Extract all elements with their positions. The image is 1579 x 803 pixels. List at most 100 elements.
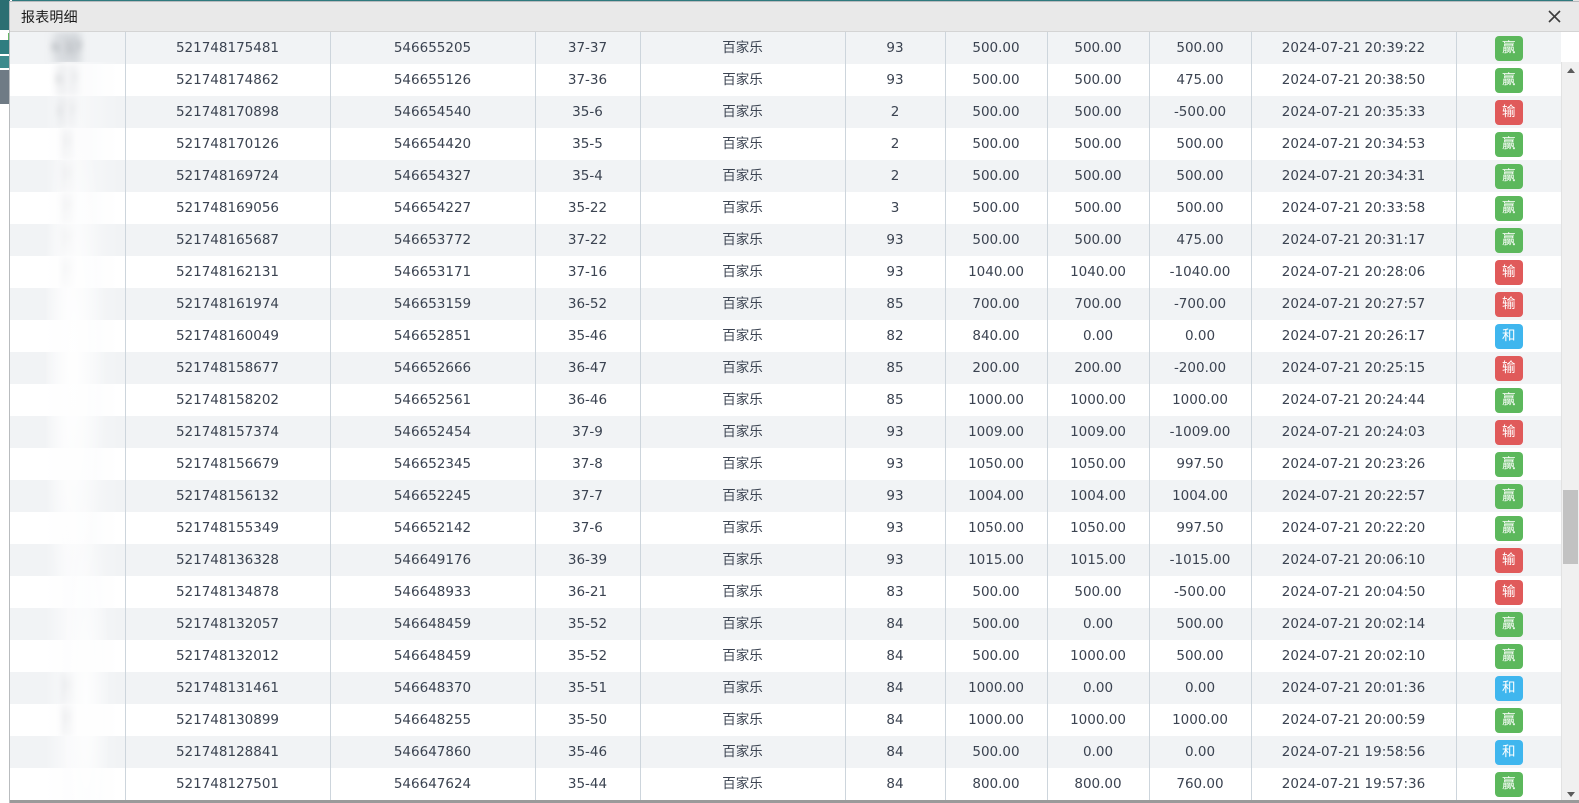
status-badge: 赢 [1494, 707, 1523, 733]
table-row[interactable]: 521748161974 546653159 36-52 百家乐 85 700.00 700… [10, 288, 1561, 320]
cell-time: 2024-07-21 20:02:10 [1251, 640, 1457, 672]
cell-code: 82 [845, 320, 946, 352]
table-row[interactable]: 7 521748170126 546654420 35-5 百家乐 2 500.00 500.… [10, 128, 1561, 160]
cell-payout: 0.00 [1149, 320, 1252, 352]
close-icon[interactable] [1539, 2, 1569, 31]
chevron-down-icon[interactable] [1562, 786, 1579, 803]
table-row[interactable]: 521748156132 546652245 37-7 百家乐 93 1004.00 100… [10, 480, 1561, 512]
cell-bet: 1009.00 [945, 416, 1048, 448]
cell-table: 37-16 [535, 256, 641, 288]
table-row[interactable]: 521748132012 546648459 35-52 百家乐 84 500.00 100… [10, 640, 1561, 672]
member-id-cell-masked: 7 [10, 192, 126, 224]
cell-time: 2024-07-21 20:39:22 [1251, 32, 1457, 64]
cell-game: 百家乐 [640, 480, 846, 512]
member-id-cell-masked: 7 [10, 672, 126, 704]
table-row[interactable]: 7 521748169724 546654327 35-4 百家乐 2 500.00 500.… [10, 160, 1561, 192]
cell-code: 2 [845, 96, 946, 128]
status-badge-cell: 赢 [1456, 608, 1561, 640]
cell-code: 84 [845, 672, 946, 704]
cell-table: 37-9 [535, 416, 641, 448]
cell-payout: 500.00 [1149, 160, 1252, 192]
cell-payout: 0.00 [1149, 672, 1252, 704]
cell-table: 36-39 [535, 544, 641, 576]
cell-table: 35-5 [535, 128, 641, 160]
table-row[interactable]: 7 521748131461 546648370 35-51 百家乐 84 1000.00 0… [10, 672, 1561, 704]
cell-valid: 200.00 [1047, 352, 1150, 384]
status-badge-cell: 输 [1456, 288, 1561, 320]
cell-table: 35-46 [535, 736, 641, 768]
status-badge-cell: 输 [1456, 96, 1561, 128]
cell-valid: 500.00 [1047, 160, 1150, 192]
status-badge: 赢 [1494, 515, 1523, 541]
vertical-scrollbar[interactable] [1561, 62, 1579, 803]
cell-code: 2 [845, 128, 946, 160]
cell-bet: 500.00 [945, 96, 1048, 128]
cell-valid: 700.00 [1047, 288, 1150, 320]
table-row[interactable]: 7 521748169056 546654227 35-22 百家乐 3 500.00 500… [10, 192, 1561, 224]
cell-payout: 500.00 [1149, 192, 1252, 224]
cell-code: 93 [845, 256, 946, 288]
cell-round: 546652454 [330, 416, 536, 448]
cell-round: 546655126 [330, 64, 536, 96]
table-row[interactable]: 7 521748165687 546653772 37-22 百家乐 93 500.00 50… [10, 224, 1561, 256]
cell-code: 93 [845, 64, 946, 96]
member-id-cell-masked [10, 384, 126, 416]
cell-time: 2024-07-21 20:34:53 [1251, 128, 1457, 160]
status-badge: 输 [1494, 355, 1523, 381]
cell-game: 百家乐 [640, 736, 846, 768]
table-row[interactable]: h 7 521748174862 546655126 37-36 百家乐 93 500.00… [10, 64, 1561, 96]
cell-valid: 0.00 [1047, 672, 1150, 704]
table-row[interactable]: 521748136328 546649176 36-39 百家乐 93 1015.00 10… [10, 544, 1561, 576]
status-badge: 赢 [1494, 643, 1523, 669]
status-badge-cell: 赢 [1456, 704, 1561, 736]
table-row[interactable]: 521748158202 546652561 36-46 百家乐 85 1000.00 10… [10, 384, 1561, 416]
table-row[interactable]: 521748128841 546647860 35-46 百家乐 84 500.00 0.0… [10, 736, 1561, 768]
cell-round: 546652666 [330, 352, 536, 384]
status-badge-cell: 赢 [1456, 64, 1561, 96]
dialog-bottom-edge [10, 800, 1579, 803]
status-badge-cell: 和 [1456, 672, 1561, 704]
cell-payout: -500.00 [1149, 576, 1252, 608]
table-row[interactable]: 521748132057 546648459 35-52 百家乐 84 500.00 0.0… [10, 608, 1561, 640]
table-row[interactable]: 7 521748162131 546653171 37-16 百家乐 93 1040.00 1… [10, 256, 1561, 288]
table-row[interactable]: 521748134878 546648933 36-21 百家乐 83 500.00 500… [10, 576, 1561, 608]
cell-time: 2024-07-21 19:58:56 [1251, 736, 1457, 768]
cell-code: 84 [845, 736, 946, 768]
table-row[interactable]: h 17 521748175481 546655205 37-37 百家乐 93 500.0… [10, 32, 1561, 64]
table-row[interactable]: 7 521748130899 546648255 35-50 百家乐 84 1000.00 1… [10, 704, 1561, 736]
scrollbar-thumb[interactable] [1563, 490, 1578, 564]
cell-table: 37-22 [535, 224, 641, 256]
cell-table: 35-4 [535, 160, 641, 192]
cell-time: 2024-07-21 20:22:57 [1251, 480, 1457, 512]
cell-round: 546652142 [330, 512, 536, 544]
cell-round: 546648370 [330, 672, 536, 704]
cell-payout: 475.00 [1149, 64, 1252, 96]
table-row[interactable]: 521748158677 546652666 36-47 百家乐 85 200.00 200… [10, 352, 1561, 384]
cell-code: 85 [845, 384, 946, 416]
table-row[interactable]: l 7 521748170898 546654540 35-6 百家乐 2 500.00 50… [10, 96, 1561, 128]
cell-game: 百家乐 [640, 288, 846, 320]
cell-payout: 1004.00 [1149, 480, 1252, 512]
cell-game: 百家乐 [640, 64, 846, 96]
table-row[interactable]: 521748160049 546652851 35-46 百家乐 82 840.00 0.0… [10, 320, 1561, 352]
cell-order: 521748160049 [125, 320, 331, 352]
masked-value: 7 [60, 128, 74, 160]
table-row[interactable]: 521748155349 546652142 37-6 百家乐 93 1050.00 105… [10, 512, 1561, 544]
cell-game: 百家乐 [640, 160, 846, 192]
chevron-up-icon[interactable] [1562, 62, 1579, 79]
cell-valid: 1040.00 [1047, 256, 1150, 288]
status-badge-cell: 赢 [1456, 160, 1561, 192]
cell-game: 百家乐 [640, 608, 846, 640]
masked-value: h 17 [49, 32, 86, 64]
cell-payout: -700.00 [1149, 288, 1252, 320]
member-id-cell-masked [10, 640, 126, 672]
cell-bet: 200.00 [945, 352, 1048, 384]
report-table-scroll-area[interactable]: h 17 521748175481 546655205 37-37 百家乐 93 500.0… [10, 32, 1561, 803]
cell-order: 521748131461 [125, 672, 331, 704]
cell-round: 546655205 [330, 32, 536, 64]
table-row[interactable]: 521748157374 546652454 37-9 百家乐 93 1009.00 100… [10, 416, 1561, 448]
status-badge: 赢 [1494, 611, 1523, 637]
table-row[interactable]: 521748127501 546647624 35-44 百家乐 84 800.00 800… [10, 768, 1561, 800]
table-row[interactable]: 521748156679 546652345 37-8 百家乐 93 1050.00 105… [10, 448, 1561, 480]
member-id-cell-masked: 7 [10, 704, 126, 736]
